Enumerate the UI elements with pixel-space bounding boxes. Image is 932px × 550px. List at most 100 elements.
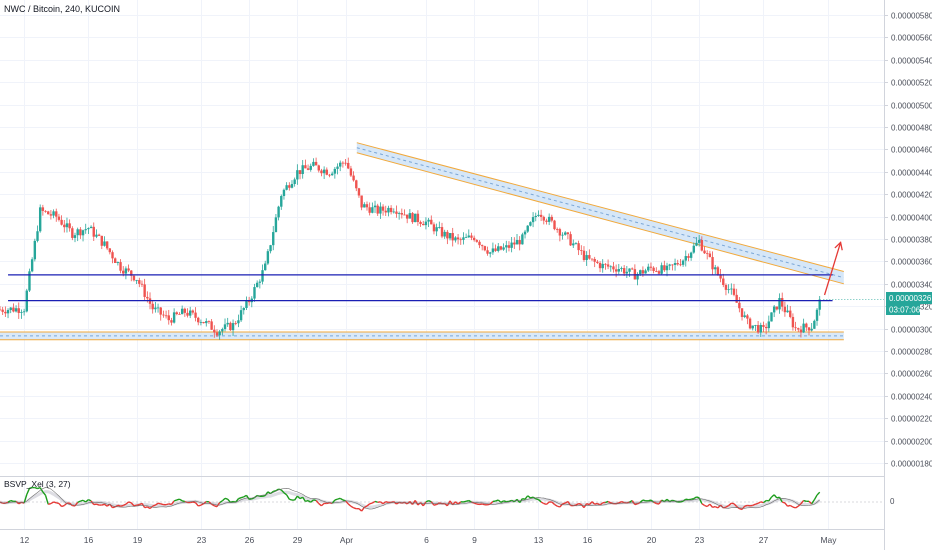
candle-body[interactable]	[805, 323, 808, 328]
candle-body[interactable]	[454, 237, 457, 241]
candle-body[interactable]	[178, 314, 181, 315]
candle-body[interactable]	[781, 298, 784, 307]
candle-body[interactable]	[183, 308, 187, 313]
candle-body[interactable]	[759, 324, 762, 333]
candle-body[interactable]	[446, 231, 449, 239]
candle-body[interactable]	[775, 306, 779, 310]
candle-body[interactable]	[352, 175, 355, 181]
candle-body[interactable]	[4, 311, 7, 314]
candle-body[interactable]	[202, 322, 205, 324]
candle-body[interactable]	[671, 264, 674, 266]
candle-body[interactable]	[387, 207, 390, 213]
candle-body[interactable]	[188, 310, 192, 316]
chart-drawings[interactable]	[0, 142, 844, 341]
candle-body[interactable]	[47, 211, 50, 215]
candle-body[interactable]	[818, 299, 821, 310]
candle-body[interactable]	[660, 265, 663, 274]
candle-body[interactable]	[676, 263, 679, 265]
candle-body[interactable]	[440, 227, 444, 237]
candle-body[interactable]	[89, 226, 93, 229]
candle-body[interactable]	[419, 222, 422, 224]
candle-body[interactable]	[609, 266, 612, 268]
price-axis[interactable]: 0.00000180 0.00000200 0.00000220 0.00000240…	[884, 12, 932, 469]
candle-body[interactable]	[363, 204, 366, 208]
candle-body[interactable]	[151, 303, 154, 310]
projection-arrow[interactable]	[823, 241, 843, 296]
candle-body[interactable]	[424, 221, 428, 226]
candle-body[interactable]	[505, 245, 508, 248]
candle-body[interactable]	[357, 188, 361, 196]
candle-body[interactable]	[722, 278, 725, 285]
candle-body[interactable]	[156, 307, 160, 309]
candle-body[interactable]	[172, 312, 176, 323]
candle-body[interactable]	[564, 232, 567, 235]
arrow-shaft[interactable]	[823, 242, 842, 296]
candle-body[interactable]	[553, 220, 556, 230]
candle-body[interactable]	[108, 248, 112, 253]
candle-body[interactable]	[49, 214, 53, 216]
candle-body[interactable]	[711, 257, 714, 270]
candle-body[interactable]	[36, 231, 39, 241]
candle-body[interactable]	[529, 222, 532, 226]
candle-body[interactable]	[432, 224, 436, 232]
candle-body[interactable]	[272, 232, 275, 246]
candle-body[interactable]	[561, 234, 564, 236]
candle-body[interactable]	[668, 264, 671, 266]
candle-body[interactable]	[288, 185, 291, 188]
candle-body[interactable]	[655, 271, 658, 272]
candle-body[interactable]	[692, 245, 696, 253]
candle-body[interactable]	[122, 270, 125, 274]
candle-body[interactable]	[489, 252, 492, 254]
candle-body[interactable]	[598, 262, 602, 269]
candle-body[interactable]	[97, 234, 101, 236]
candle-body[interactable]	[191, 310, 195, 313]
candle-body[interactable]	[328, 174, 331, 176]
candle-body[interactable]	[580, 250, 583, 251]
candle-body[interactable]	[443, 231, 446, 237]
candle-body[interactable]	[301, 165, 304, 175]
candle-body[interactable]	[81, 230, 85, 236]
candle-body[interactable]	[207, 321, 211, 322]
candle-body[interactable]	[111, 252, 114, 259]
candle-body[interactable]	[513, 242, 516, 245]
candle-body[interactable]	[558, 229, 562, 236]
candle-body[interactable]	[815, 309, 819, 321]
candle-body[interactable]	[706, 253, 709, 255]
candle-body[interactable]	[167, 315, 170, 321]
candle-body[interactable]	[14, 308, 18, 312]
candle-body[interactable]	[754, 325, 757, 326]
resistance-channel-bottom[interactable]	[356, 152, 844, 285]
resistance-channel-top[interactable]	[356, 142, 844, 272]
level-lines[interactable]	[8, 274, 884, 302]
candle-body[interactable]	[197, 317, 200, 323]
candle-body[interactable]	[229, 322, 232, 331]
candle-body[interactable]	[681, 260, 685, 265]
candle-body[interactable]	[261, 270, 264, 282]
candle-body[interactable]	[277, 206, 280, 218]
candle-body[interactable]	[622, 268, 626, 274]
candle-body[interactable]	[451, 233, 454, 241]
candle-body[interactable]	[314, 161, 318, 166]
candle-body[interactable]	[657, 271, 661, 274]
candle-body[interactable]	[724, 284, 728, 290]
candle-body[interactable]	[483, 246, 487, 251]
candle-body[interactable]	[9, 307, 12, 311]
candle-body[interactable]	[298, 170, 302, 175]
candle-body[interactable]	[159, 307, 162, 315]
candle-body[interactable]	[253, 287, 256, 299]
candle-body[interactable]	[577, 243, 580, 251]
candle-body[interactable]	[194, 312, 197, 318]
candle-body[interactable]	[783, 306, 787, 313]
candle-body[interactable]	[116, 262, 120, 263]
candle-body[interactable]	[636, 274, 639, 280]
candle-body[interactable]	[411, 213, 414, 223]
candle-body[interactable]	[344, 162, 347, 164]
candle-body[interactable]	[266, 251, 270, 264]
candle-body[interactable]	[400, 213, 404, 215]
candle-body[interactable]	[347, 162, 350, 169]
candle-body[interactable]	[296, 170, 299, 180]
candle-body[interactable]	[28, 271, 31, 291]
candle-body[interactable]	[84, 229, 87, 231]
candle-body[interactable]	[52, 211, 55, 216]
